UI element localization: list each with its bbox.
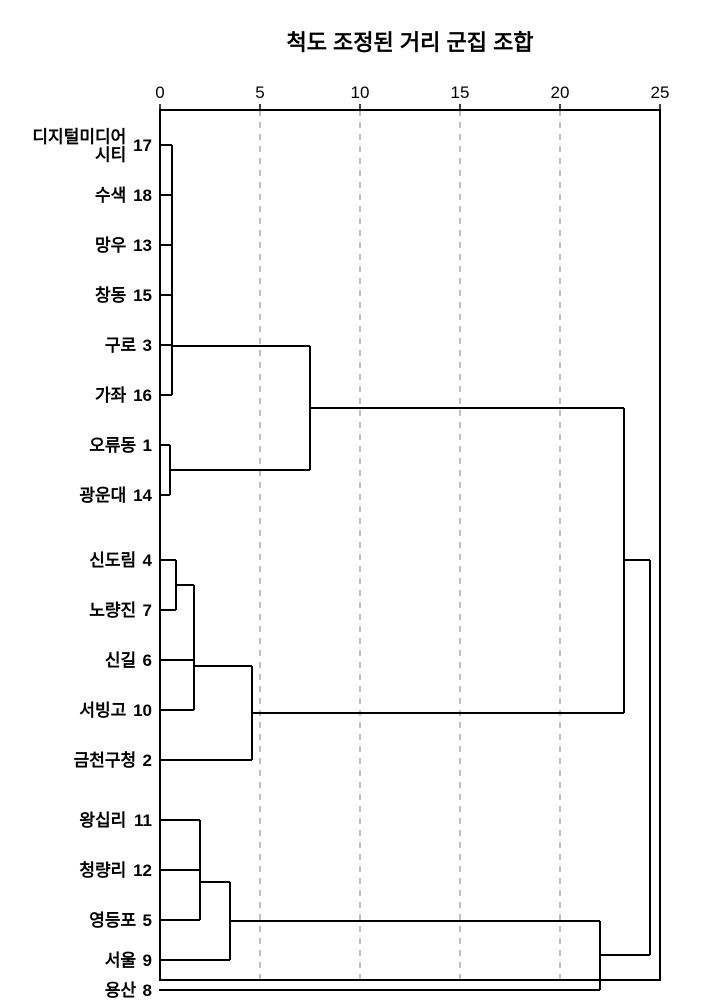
leaf-number: 1 [143,436,152,455]
leaf-number: 5 [143,911,152,930]
leaf-number: 3 [143,336,152,355]
leaf-number: 18 [133,186,152,205]
leaf-label: 광운대 [79,486,126,505]
dendrogram-chart: 척도 조정된 거리 군집 조합051015202517디지털미디어시티18수색1… [0,0,707,1004]
leaf-label: 서울 [105,951,137,970]
x-tick-label: 10 [351,83,370,102]
x-tick-label: 15 [451,83,470,102]
leaf-label: 수색 [95,186,126,205]
leaf-number: 9 [143,951,152,970]
leaf-number: 6 [143,651,152,670]
leaf-number: 17 [133,136,152,155]
leaf-label: 창동 [95,286,127,305]
leaf-label: 신길 [105,651,136,670]
leaf-number: 11 [134,811,152,830]
leaf-label: 왕십리 [79,811,126,830]
leaf-label: 신도림 [89,551,136,570]
leaf-label: 디지털미디어 [32,128,126,147]
leaf-number: 16 [133,386,152,405]
x-tick-label: 0 [155,83,164,102]
leaf-label: 서빙고 [79,701,126,720]
leaf-label: 노량진 [89,601,136,620]
leaf-number: 4 [143,551,153,570]
x-tick-label: 25 [651,83,670,102]
leaf-number: 7 [143,601,152,620]
leaf-label: 청량리 [79,860,126,880]
leaf-number: 14 [133,486,152,505]
leaf-label: 구로 [105,336,137,355]
leaf-label: 영등포 [89,911,136,930]
leaf-number: 13 [133,236,152,255]
leaf-number: 10 [133,701,152,720]
leaf-number: 15 [133,286,152,305]
leaf-label: 용산 [105,981,137,1000]
leaf-label: 오류동 [89,436,136,455]
leaf-number: 8 [143,981,152,1000]
leaf-label: 망우 [95,236,127,255]
leaf-label: 가좌 [95,386,127,405]
plot-border [160,110,660,980]
leaf-label: 금천구청 [74,750,137,770]
leaf-number: 12 [133,861,152,880]
x-tick-label: 5 [255,83,264,102]
leaf-label: 시티 [95,145,126,164]
x-tick-label: 20 [551,83,570,102]
chart-title: 척도 조정된 거리 군집 조합 [286,30,533,55]
leaf-number: 2 [143,751,152,770]
